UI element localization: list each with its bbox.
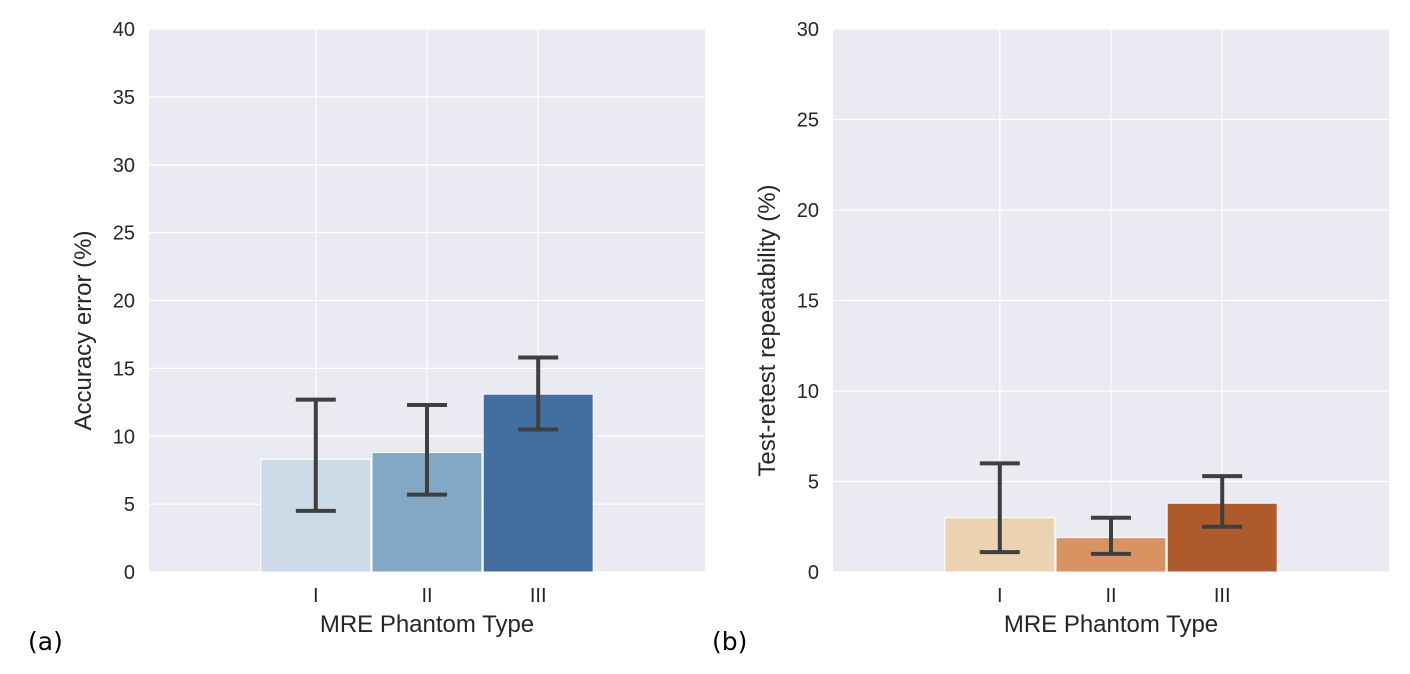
panel-label-b: (b) <box>712 627 747 656</box>
grid-b <box>833 28 1389 573</box>
error-bar-b-3 <box>1202 474 1243 529</box>
y-axis-label-b: Test-retest repeatability (%) <box>754 184 781 476</box>
x-tick-label-b-3: III <box>1214 585 1231 607</box>
error-bars-b <box>979 461 1243 556</box>
x-axis-label-a: MRE Phantom Type <box>320 611 534 638</box>
y-axis-label-a: Accuracy error (%) <box>70 230 97 430</box>
error-bars-a <box>295 355 559 513</box>
y-tick-label-a: 20 <box>113 291 135 313</box>
y-tick-label-b: 15 <box>797 291 819 313</box>
y-tick-label-b: 25 <box>797 110 819 132</box>
error-bar-a-2 <box>407 403 447 497</box>
x-tick-label-a-1: I <box>313 585 319 607</box>
y-tick-label-b: 30 <box>797 19 819 41</box>
error-bar-a-3 <box>518 355 559 432</box>
y-tick-label-a: 40 <box>113 19 135 41</box>
y-tick-label-a: 5 <box>124 494 135 516</box>
y-tick-label-b: 10 <box>797 381 819 403</box>
panel-label-a: (a) <box>28 627 63 656</box>
y-ticks-a: 0 5 10 15 20 25 30 35 40 <box>113 19 135 584</box>
x-ticks-a: I II III <box>313 585 547 607</box>
x-tick-label-b-2: II <box>1105 585 1116 607</box>
y-tick-label-a: 30 <box>113 155 135 177</box>
error-bar-b-2 <box>1091 515 1131 556</box>
x-tick-label-a-2: II <box>421 585 432 607</box>
x-tick-label-a-3: III <box>530 585 547 607</box>
x-axis-label-b: MRE Phantom Type <box>1004 611 1218 638</box>
y-tick-label-b: 20 <box>797 200 819 222</box>
x-ticks-b: I II III <box>997 585 1231 607</box>
error-bar-a-1 <box>295 397 336 513</box>
y-ticks-b: 0 5 10 15 20 25 30 <box>797 19 819 584</box>
y-tick-label-a: 10 <box>113 426 135 448</box>
y-tick-label-b: 0 <box>808 562 819 584</box>
y-tick-label-a: 25 <box>113 223 135 245</box>
x-tick-label-b-1: I <box>997 585 1003 607</box>
error-bar-b-1 <box>979 461 1020 555</box>
y-tick-label-b: 5 <box>808 472 819 494</box>
y-tick-label-a: 0 <box>124 562 135 584</box>
y-tick-label-a: 15 <box>113 358 135 380</box>
y-tick-label-a: 35 <box>113 87 135 109</box>
